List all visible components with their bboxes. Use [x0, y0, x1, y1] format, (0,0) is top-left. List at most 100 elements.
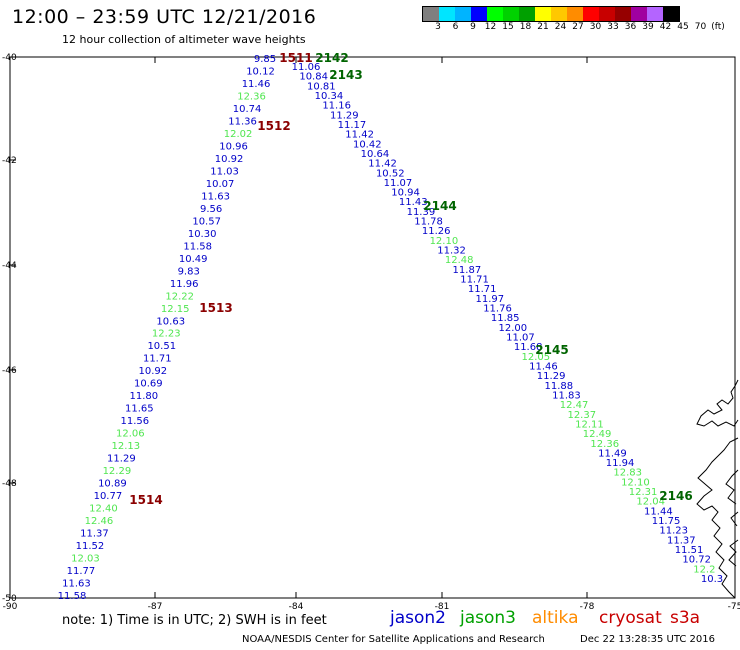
color-scale-label: 45: [677, 22, 689, 32]
color-swatch: [487, 7, 503, 21]
wave-height-value: 11.51: [675, 545, 704, 556]
wave-height-value: 10.96: [219, 141, 248, 152]
wave-height-value: 12.2: [693, 564, 715, 575]
wave-height-value: 12.36: [590, 439, 619, 450]
wave-height-value: 11.03: [210, 166, 239, 177]
pass-time-label: 2146: [659, 489, 692, 503]
color-swatch: [567, 7, 583, 21]
wave-height-value: 10.07: [206, 179, 235, 190]
legend-item-cryosat: cryosat: [599, 608, 662, 628]
wave-height-value: 10.12: [246, 66, 275, 77]
lon-label: -87: [148, 602, 163, 612]
wave-height-value: 11.96: [170, 279, 199, 290]
wave-height-value: 11.97: [476, 294, 505, 305]
wave-height-value: 10.81: [307, 81, 336, 92]
pass-time-label: 2143: [329, 68, 362, 82]
color-scale-label: 33: [607, 22, 619, 32]
color-swatch: [551, 7, 567, 21]
pass-time-label: 2142: [315, 51, 348, 65]
wave-height-value: 12.83: [613, 468, 642, 479]
legend-item-jason2: jason2: [390, 608, 446, 628]
wave-height-value: 12.29: [103, 466, 132, 477]
lat-label: -44: [2, 261, 17, 271]
color-swatch: [615, 7, 631, 21]
lat-label: -40: [2, 53, 17, 63]
wave-height-value: 12.06: [116, 429, 145, 440]
color-scale-label: 9: [470, 22, 476, 32]
wave-height-value: 12.40: [89, 504, 118, 515]
color-swatch: [583, 7, 599, 21]
wave-height-value: 11.80: [129, 391, 158, 402]
wave-height-value: 11.46: [529, 361, 558, 372]
wave-height-value: 10.64: [361, 149, 390, 160]
color-scale-label: 18: [519, 22, 532, 32]
wave-height-value: 12.46: [85, 516, 114, 527]
wave-height-value: 10.42: [353, 139, 382, 150]
color-swatch: [455, 7, 471, 21]
credit-text: NOAA/NESDIS Center for Satellite Applica…: [242, 634, 545, 645]
legend-item-altika: altika: [532, 608, 579, 628]
lat-label: -50: [2, 594, 17, 604]
pass-time-label: 2145: [535, 343, 568, 357]
wave-height-value: 12.37: [567, 410, 596, 421]
wave-height-value: 11.44: [644, 506, 673, 517]
wave-height-value: 11.39: [407, 207, 436, 218]
color-scale-label: 30: [589, 22, 602, 32]
pass-time-label: 1512: [257, 119, 290, 133]
wave-height-value: 12.03: [71, 554, 100, 565]
pass-time-label: 1511: [279, 51, 312, 65]
color-scale-label: 21: [537, 22, 549, 32]
wave-height-value: 10.49: [179, 254, 208, 265]
wave-height-value: 11.58: [183, 241, 212, 252]
wave-height-value: 11.37: [667, 535, 696, 546]
wave-height-value: 12.10: [430, 236, 459, 247]
wave-height-value: 12.15: [161, 304, 190, 315]
color-scale-label: 70: [694, 22, 707, 32]
wave-height-value: 11.52: [76, 541, 105, 552]
wave-height-value: 12.22: [165, 291, 194, 302]
wave-height-value: 11.94: [606, 458, 635, 469]
wave-height-value: 11.88: [544, 381, 573, 392]
wave-height-value: 10.84: [299, 72, 328, 83]
footer-note: note: 1) Time is in UTC; 2) SWH is in fe…: [62, 613, 327, 628]
color-scale-label: 27: [572, 22, 584, 32]
wave-height-value: 11.26: [422, 226, 451, 237]
color-scale-label: 39: [642, 22, 654, 32]
wave-height-value: 11.43: [399, 197, 428, 208]
wave-height-value: 10.69: [134, 379, 163, 390]
wave-height-value: 10.74: [233, 104, 262, 115]
color-swatch: [535, 7, 551, 21]
pass-time-label: 2144: [423, 199, 456, 213]
wave-height-value: 11.37: [80, 529, 109, 540]
lat-label: -48: [2, 479, 17, 489]
wave-height-value: 11.42: [368, 159, 397, 170]
wave-height-value: 11.49: [598, 448, 627, 459]
color-swatch: [503, 7, 519, 21]
map-frame: [9, 56, 736, 599]
wave-height-value: 10.72: [682, 555, 711, 566]
coastline-segment: [696, 379, 739, 427]
wave-height-value: 12.05: [521, 352, 550, 363]
wave-height-value: 11.07: [384, 178, 413, 189]
legend-item-s3a: s3a: [670, 608, 701, 628]
wave-height-value: 11.77: [67, 566, 96, 577]
wave-height-value: 11.78: [414, 217, 443, 228]
timestamp-text: Dec 22 13:28:35 UTC 2016: [580, 634, 715, 645]
lat-label: -46: [2, 366, 17, 376]
coastline-segment: [696, 437, 739, 599]
wave-height-value: 12.11: [575, 419, 604, 430]
color-scale-label: 42: [659, 22, 672, 32]
wave-height-value: 11.29: [330, 110, 359, 121]
color-scale-label: 3: [435, 22, 441, 32]
color-scale-label: 12: [484, 22, 497, 32]
wave-height-value: 10.92: [215, 154, 244, 165]
pass-time-label: 1514: [129, 493, 162, 507]
wave-height-value: 11.32: [437, 246, 466, 257]
color-swatch: [663, 7, 679, 21]
wave-height-value: 10.51: [147, 341, 176, 352]
page-subtitle: 12 hour collection of altimeter wave hei…: [62, 33, 306, 46]
coastline: [696, 379, 739, 599]
wave-height-value: 9.83: [178, 266, 200, 277]
